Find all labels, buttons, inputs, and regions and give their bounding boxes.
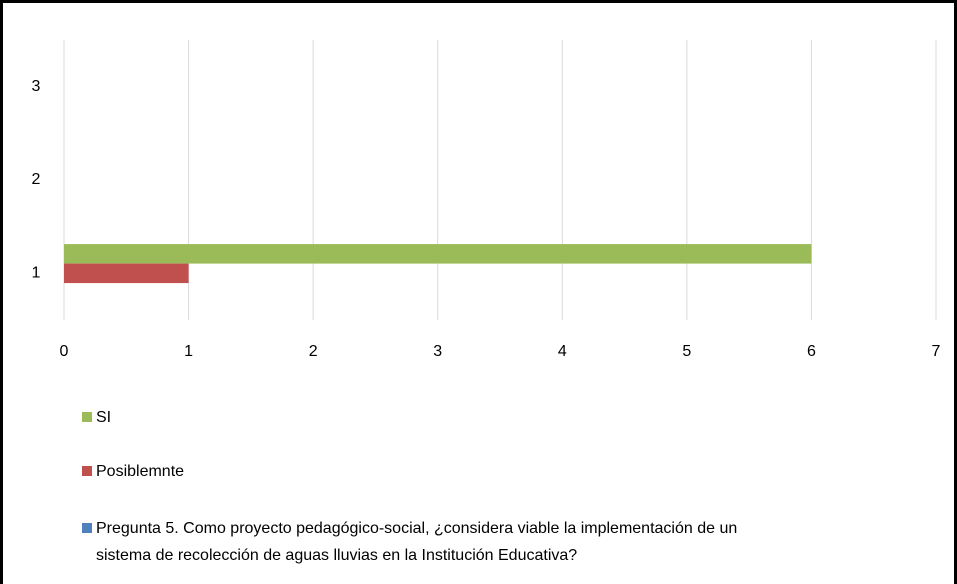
x-tick-label: 2 [309,343,318,360]
x-tick-label: 1 [184,343,193,360]
bar [64,263,189,284]
y-tick-label: 3 [32,78,41,95]
legend-label: SI [96,409,112,426]
x-tick-label: 4 [558,343,567,360]
legend-label: Posiblemnte [96,463,185,480]
x-tick-label: 6 [807,343,816,360]
x-tick-label: 7 [932,343,941,360]
y-tick-label: 2 [32,171,41,188]
legend-label: Pregunta 5. Como proyecto pedagógico-soc… [96,520,738,564]
legend-item: SI [80,404,756,431]
bar [64,244,812,264]
legend-swatch [82,466,92,476]
legend-swatch [82,523,92,533]
y-tick-label: 1 [32,265,41,282]
legend-swatch [82,412,92,422]
x-tick-label: 0 [60,343,69,360]
legend-item: Pregunta 5. Como proyecto pedagógico-soc… [80,515,756,569]
legend-item: Posiblemnte [80,458,756,485]
x-tick-label: 3 [433,343,442,360]
x-tick-label: 5 [682,343,691,360]
